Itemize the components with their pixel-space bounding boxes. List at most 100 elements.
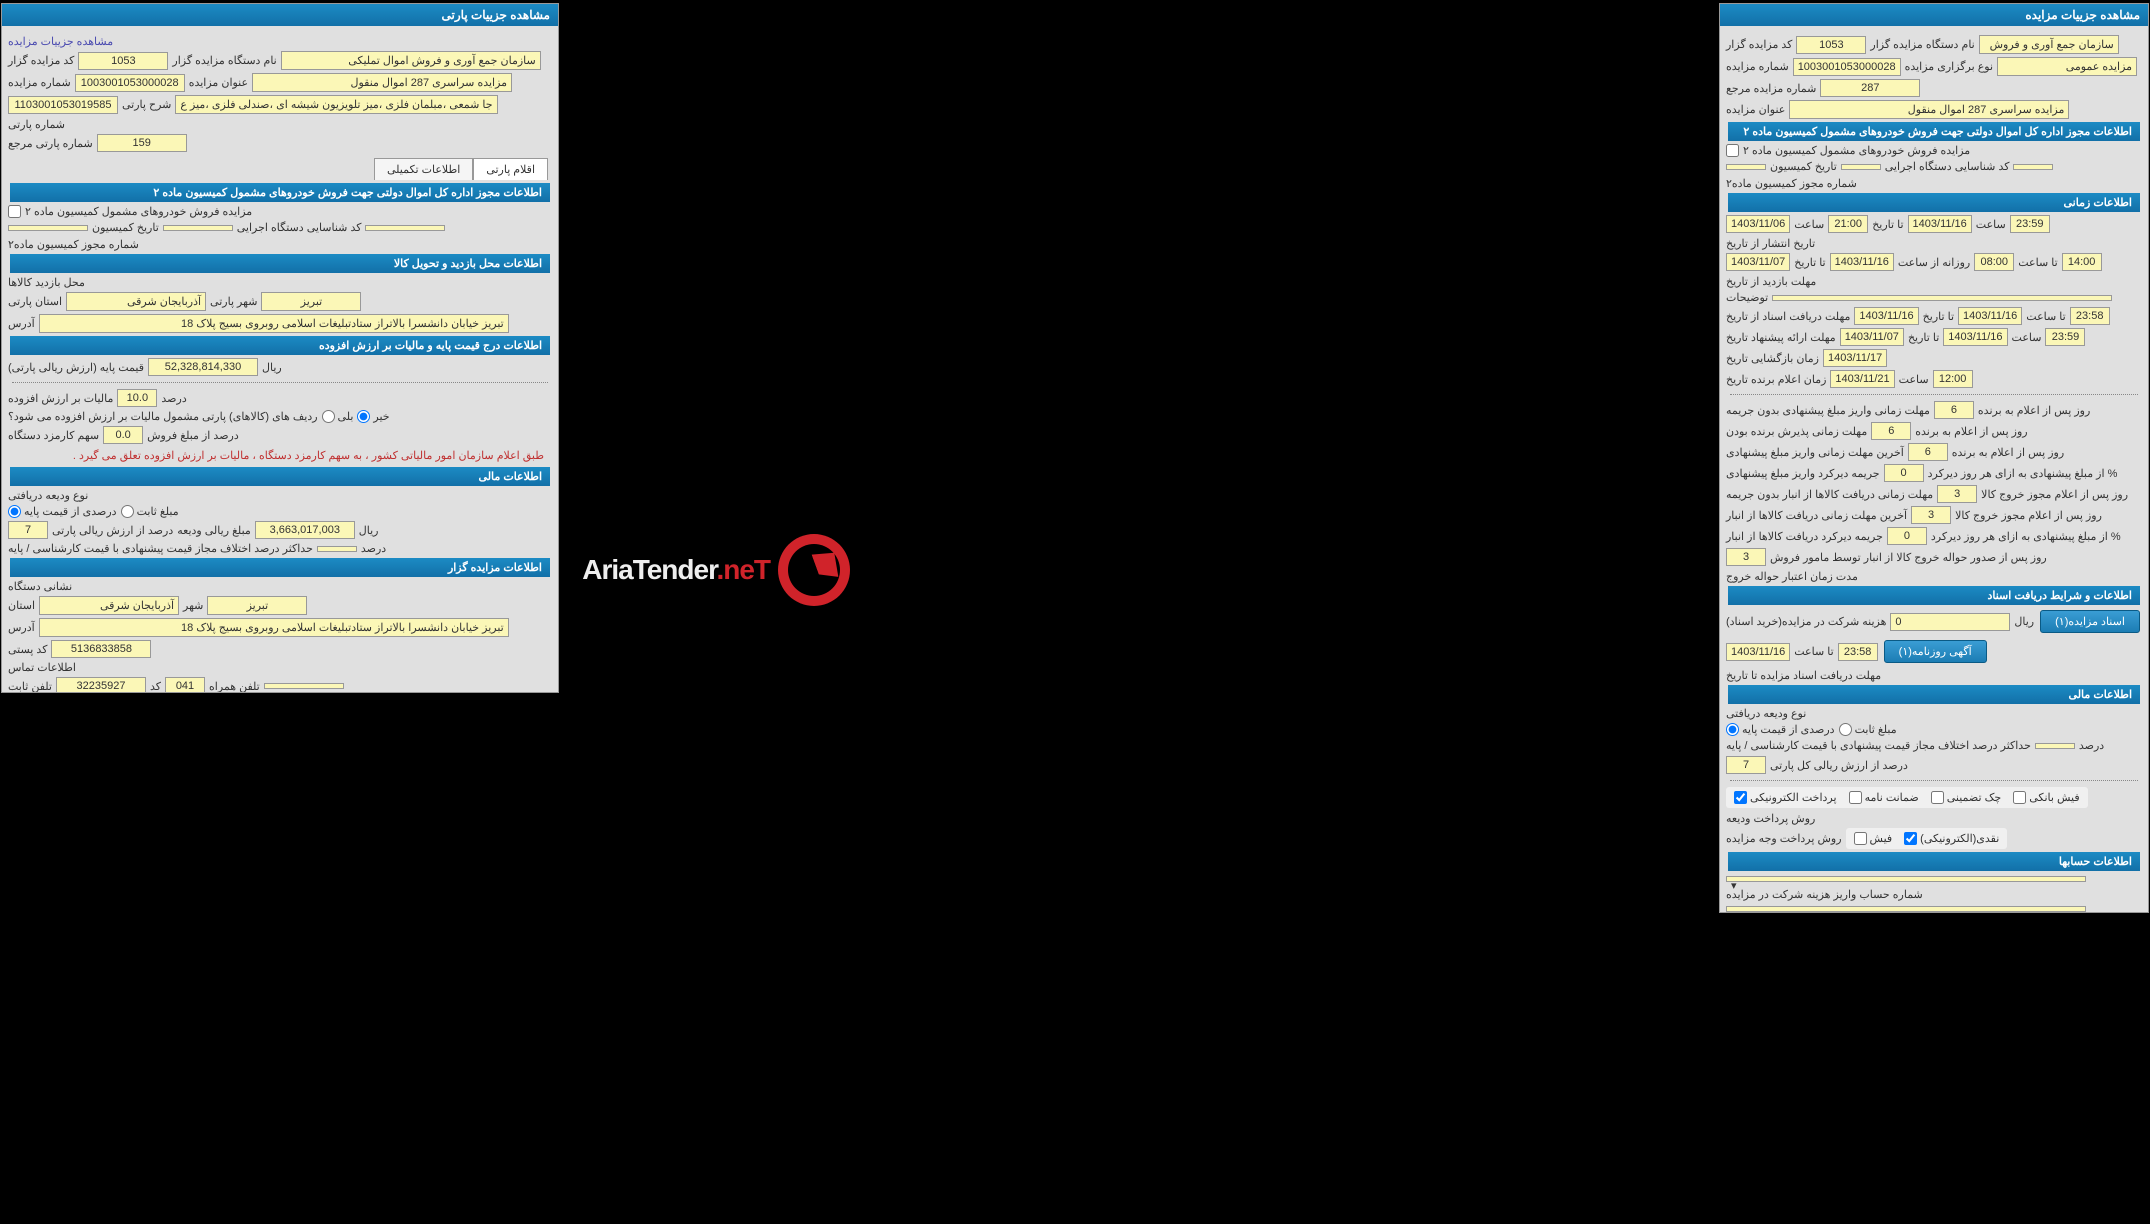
r-title: مزایده سراسری 287 اموال منقول: [1789, 100, 2069, 119]
fee: 0.0: [103, 426, 143, 444]
ref-parti-label: شماره پارتی مرجع: [8, 137, 93, 150]
r-code: 1053: [1796, 36, 1866, 54]
deposit-amount-label: مبلغ ریالی ودیعه: [177, 524, 251, 537]
auction-number-label: شماره مزایده: [8, 76, 71, 89]
deposit-fixed[interactable]: [121, 505, 134, 518]
phone: 32235927: [56, 677, 146, 693]
permit-num: [8, 225, 88, 231]
r-dep-pct[interactable]: [1726, 723, 1739, 736]
tab-items[interactable]: اقلام پارتی: [473, 158, 548, 180]
logo-text-1: AriaTender: [582, 554, 716, 585]
ref-parti-number: 159: [97, 134, 187, 152]
auction-code-label: کد مزایده گزار: [8, 54, 74, 67]
city: تبریز: [261, 292, 361, 311]
org-addr-label: نشانی دستگاه: [8, 580, 72, 593]
auction-number: 1003001053000028: [75, 74, 185, 92]
city-label: شهر پارتی: [210, 295, 257, 308]
org-address: تبریز خیابان دانشسرا بالاتراز ستادتبلیغا…: [39, 618, 509, 637]
r-pnum: [1726, 164, 1766, 170]
r-ref-label: شماره مزایده مرجع: [1726, 82, 1816, 95]
r-sec-fin: اطلاعات مالی: [1728, 685, 2140, 704]
chk-slip[interactable]: [1854, 832, 1867, 845]
vat: 10.0: [117, 389, 157, 407]
chk-guarantee[interactable]: [1849, 791, 1862, 804]
acc2: [1726, 906, 2086, 912]
sec-price: اطلاعات درج قیمت پایه و مالیات بر ارزش ا…: [10, 336, 550, 355]
sec-permit: اطلاعات مجوز اداره کل اموال دولتی جهت فر…: [10, 183, 550, 202]
r-exec: [2013, 164, 2053, 170]
rial-unit2: ریال: [359, 524, 379, 537]
deposit-percent[interactable]: [8, 505, 21, 518]
acc1[interactable]: [1726, 876, 2086, 882]
sec-organizer: اطلاعات مزایده گزار: [10, 558, 550, 577]
fixed-label: مبلغ ثابت: [137, 505, 179, 518]
tab-info[interactable]: اطلاعات تکمیلی: [374, 158, 473, 180]
sec-location: اطلاعات محل بازدید و تحویل کالا: [10, 254, 550, 273]
parti-desc-label: شرح پارتی: [122, 98, 171, 111]
panel-header: مشاهده جزییات پارتی: [2, 4, 558, 26]
panel-header-r: مشاهده جزییات مزایده: [1720, 4, 2148, 26]
r-title-label: عنوان مزایده: [1726, 103, 1785, 116]
province-label: استان پارتی: [8, 295, 62, 308]
rial-unit: ریال: [262, 361, 282, 374]
r-cdate: [1841, 164, 1881, 170]
r-sec-accounts: اطلاعات حسابها: [1728, 852, 2140, 871]
sec-financial: اطلاعات مالی: [10, 467, 550, 486]
org-address-label: آدرس: [8, 621, 35, 634]
deposit-pct-label: درصد از ارزش ریالی پارتی: [52, 524, 173, 537]
base-price: 52,328,814,330: [148, 358, 258, 376]
r-num-label: شماره مزایده: [1726, 60, 1789, 73]
yes-label: بلی: [338, 410, 354, 423]
visit-loc-label: محل بازدید کالاها: [8, 276, 85, 289]
parti-number-label: شماره پارتی: [8, 118, 65, 131]
r-permit-chk[interactable]: [1726, 144, 1739, 157]
comm-date: [163, 225, 233, 231]
address-label: آدرس: [8, 317, 35, 330]
logo-text-2: .neT: [716, 554, 770, 585]
vat-note: طبق اعلام سازمان امور مالیاتی کشور ، به …: [8, 447, 552, 464]
docs-button[interactable]: اسناد مزایده(۱): [2040, 610, 2140, 633]
permit-num-label: شماره مجوز کمیسیون ماده۲: [8, 238, 139, 251]
chk-cash[interactable]: [1904, 832, 1917, 845]
deposit-amount: 3,663,017,003: [255, 521, 355, 539]
comm-date-label: تاریخ کمیسیون: [92, 221, 159, 234]
auction-code: 1053: [78, 52, 168, 70]
postal-code: 5136833858: [51, 640, 151, 658]
org-province-label: استان: [8, 599, 35, 612]
postal-label: کد پستی: [8, 643, 47, 656]
r-type: مزایده عمومی: [1997, 57, 2137, 76]
mobile: [264, 683, 344, 689]
r-sec-permit: اطلاعات مجوز اداره کل اموال دولتی جهت فر…: [1728, 122, 2140, 141]
chk-epay[interactable]: [1734, 791, 1747, 804]
org-province: آذربایجان شرقی: [39, 596, 179, 615]
address: تبریز خیابان دانشسرا بالاتراز ستادتبلیغا…: [39, 314, 509, 333]
chk-bank[interactable]: [2013, 791, 2026, 804]
permit-check-label: مزایده فروش خودروهای مشمول کمیسیون ماده …: [25, 205, 252, 218]
hammer-icon: [778, 534, 850, 606]
newspaper-button[interactable]: آگهی روزنامه(۱): [1884, 640, 1987, 663]
view-auction-link[interactable]: مشاهده جزییات مزایده: [8, 35, 113, 48]
phone-label: تلفن ثابت: [8, 680, 52, 693]
separator: [12, 382, 548, 383]
base-price-label: قیمت پایه (ارزش ریالی پارتی): [8, 361, 144, 374]
code-label: کد: [150, 680, 161, 693]
parti-number: 1103001053019585: [8, 96, 118, 114]
fee-unit: درصد از مبلغ فروش: [147, 429, 239, 442]
r-code-label: کد مزایده گزار: [1726, 38, 1792, 51]
province: آذربایجان شرقی: [66, 292, 206, 311]
exec-code: [365, 225, 445, 231]
deposit-pct: 7: [8, 521, 48, 539]
auction-details-panel: مشاهده جزییات مزایده سازمان جمع آوری و ف…: [1719, 3, 2149, 913]
vat-yes[interactable]: [322, 410, 335, 423]
org-city: تبریز: [207, 596, 307, 615]
max-diff: [317, 546, 357, 552]
r-dep-fixed[interactable]: [1839, 723, 1852, 736]
chk-cheque[interactable]: [1931, 791, 1944, 804]
vat-applies-label: ردیف های (کالاهای) پارتی مشمول مالیات بر…: [8, 410, 318, 423]
vat-no[interactable]: [357, 410, 370, 423]
mobile-label: تلفن همراه: [209, 680, 260, 693]
r-sec-time: اطلاعات زمانی: [1728, 193, 2140, 212]
payment-methods: نقدی(الکترونیکی) فیش: [1846, 828, 2008, 849]
permit-checkbox[interactable]: [8, 205, 21, 218]
vat-label: مالیات بر ارزش افزوده: [8, 392, 113, 405]
